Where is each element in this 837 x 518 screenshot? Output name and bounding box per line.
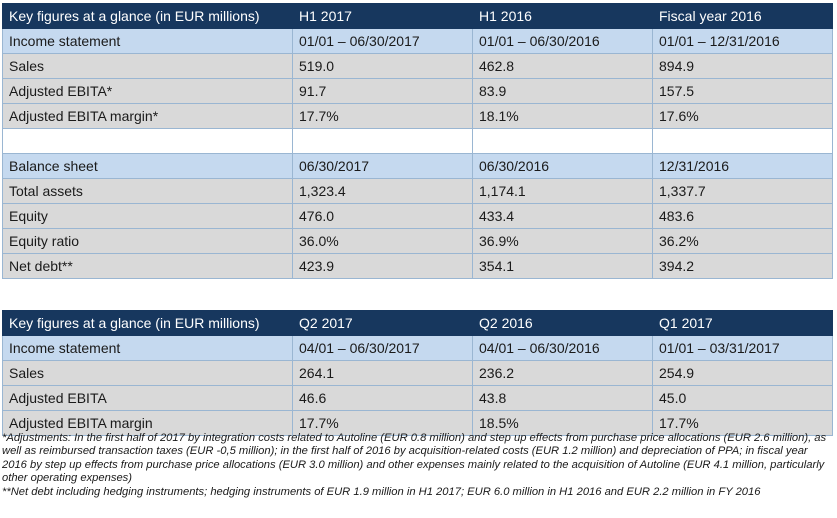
- value-cell: 17.7%: [292, 103, 473, 129]
- row-label: Adjusted EBITA*: [2, 78, 293, 104]
- footnotes: *Adjustments: In the first half of 2017 …: [2, 432, 834, 499]
- footnote-adjustments: *Adjustments: In the first half of 2017 …: [2, 432, 827, 485]
- row-label: Adjusted EBITA margin: [2, 410, 293, 436]
- value-cell: 17.6%: [652, 103, 833, 129]
- value-cell: 43.8: [472, 385, 653, 411]
- value-cell: 236.2: [472, 360, 653, 386]
- value-cell: 264.1: [292, 360, 473, 386]
- value-cell: 36.2%: [652, 228, 833, 254]
- table-row: Sales 264.1 236.2 254.9: [2, 360, 833, 386]
- row-label: Sales: [2, 53, 293, 79]
- row-label: Net debt**: [2, 253, 293, 279]
- section-label: Income statement: [2, 335, 293, 361]
- value-cell: 1,174.1: [472, 178, 653, 204]
- table-row: Total assets 1,323.4 1,174.1 1,337.7: [2, 178, 833, 204]
- value-cell: 894.9: [652, 53, 833, 79]
- value-cell: 83.9: [472, 78, 653, 104]
- column-header: H1 2017: [292, 3, 473, 29]
- period-cell: 01/01 – 06/30/2016: [472, 28, 653, 54]
- table-row: Equity 476.0 433.4 483.6: [2, 203, 833, 229]
- period-cell: 12/31/2016: [652, 153, 833, 179]
- value-cell: 423.9: [292, 253, 473, 279]
- value-cell: 45.0: [652, 385, 833, 411]
- row-label: Adjusted EBITA: [2, 385, 293, 411]
- table-row: Adjusted EBITA* 91.7 83.9 157.5: [2, 78, 833, 104]
- row-label: Equity ratio: [2, 228, 293, 254]
- value-cell: 18.5%: [472, 410, 653, 436]
- value-cell: 519.0: [292, 53, 473, 79]
- table-header-row: Key figures at a glance (in EUR millions…: [2, 310, 833, 336]
- value-cell: 17.7%: [652, 410, 833, 436]
- table-row: Equity ratio 36.0% 36.9% 36.2%: [2, 228, 833, 254]
- period-cell: 04/01 – 06/30/2017: [292, 335, 473, 361]
- value-cell: 394.2: [652, 253, 833, 279]
- period-cell: 01/01 – 03/31/2017: [652, 335, 833, 361]
- row-label: Total assets: [2, 178, 293, 204]
- key-figures-table-q2: Key figures at a glance (in EUR millions…: [2, 310, 833, 436]
- footnote-net-debt: **Net debt including hedging instruments…: [2, 485, 761, 498]
- value-cell: 1,337.7: [652, 178, 833, 204]
- column-header: Fiscal year 2016: [652, 3, 833, 29]
- value-cell: 254.9: [652, 360, 833, 386]
- value-cell: 36.9%: [472, 228, 653, 254]
- table-row: Net debt** 423.9 354.1 394.2: [2, 253, 833, 279]
- period-cell: 04/01 – 06/30/2016: [472, 335, 653, 361]
- table-title: Key figures at a glance (in EUR millions…: [2, 3, 293, 29]
- table-header-row: Key figures at a glance (in EUR millions…: [2, 3, 833, 29]
- value-cell: 46.6: [292, 385, 473, 411]
- spacer-row: [2, 128, 833, 154]
- value-cell: 476.0: [292, 203, 473, 229]
- period-cell: 01/01 – 06/30/2017: [292, 28, 473, 54]
- row-label: Equity: [2, 203, 293, 229]
- value-cell: 354.1: [472, 253, 653, 279]
- value-cell: 433.4: [472, 203, 653, 229]
- column-header: H1 2016: [472, 3, 653, 29]
- value-cell: 36.0%: [292, 228, 473, 254]
- value-cell: 462.8: [472, 53, 653, 79]
- period-cell: 06/30/2017: [292, 153, 473, 179]
- row-label: Adjusted EBITA margin*: [2, 103, 293, 129]
- key-figures-table-h1: Key figures at a glance (in EUR millions…: [2, 3, 833, 279]
- table-row: Adjusted EBITA margin* 17.7% 18.1% 17.6%: [2, 103, 833, 129]
- section-label: Income statement: [2, 28, 293, 54]
- row-label: Sales: [2, 360, 293, 386]
- table-title: Key figures at a glance (in EUR millions…: [2, 310, 293, 336]
- section-header-row: Income statement 04/01 – 06/30/2017 04/0…: [2, 335, 833, 361]
- value-cell: 483.6: [652, 203, 833, 229]
- value-cell: 91.7: [292, 78, 473, 104]
- section-header-row: Balance sheet 06/30/2017 06/30/2016 12/3…: [2, 153, 833, 179]
- column-header: Q2 2017: [292, 310, 473, 336]
- period-cell: 06/30/2016: [472, 153, 653, 179]
- value-cell: 1,323.4: [292, 178, 473, 204]
- column-header: Q1 2017: [652, 310, 833, 336]
- table-row: Sales 519.0 462.8 894.9: [2, 53, 833, 79]
- period-cell: 01/01 – 12/31/2016: [652, 28, 833, 54]
- value-cell: 157.5: [652, 78, 833, 104]
- column-header: Q2 2016: [472, 310, 653, 336]
- value-cell: 18.1%: [472, 103, 653, 129]
- table-row: Adjusted EBITA margin 17.7% 18.5% 17.7%: [2, 410, 833, 436]
- section-label: Balance sheet: [2, 153, 293, 179]
- table-row: Adjusted EBITA 46.6 43.8 45.0: [2, 385, 833, 411]
- section-header-row: Income statement 01/01 – 06/30/2017 01/0…: [2, 28, 833, 54]
